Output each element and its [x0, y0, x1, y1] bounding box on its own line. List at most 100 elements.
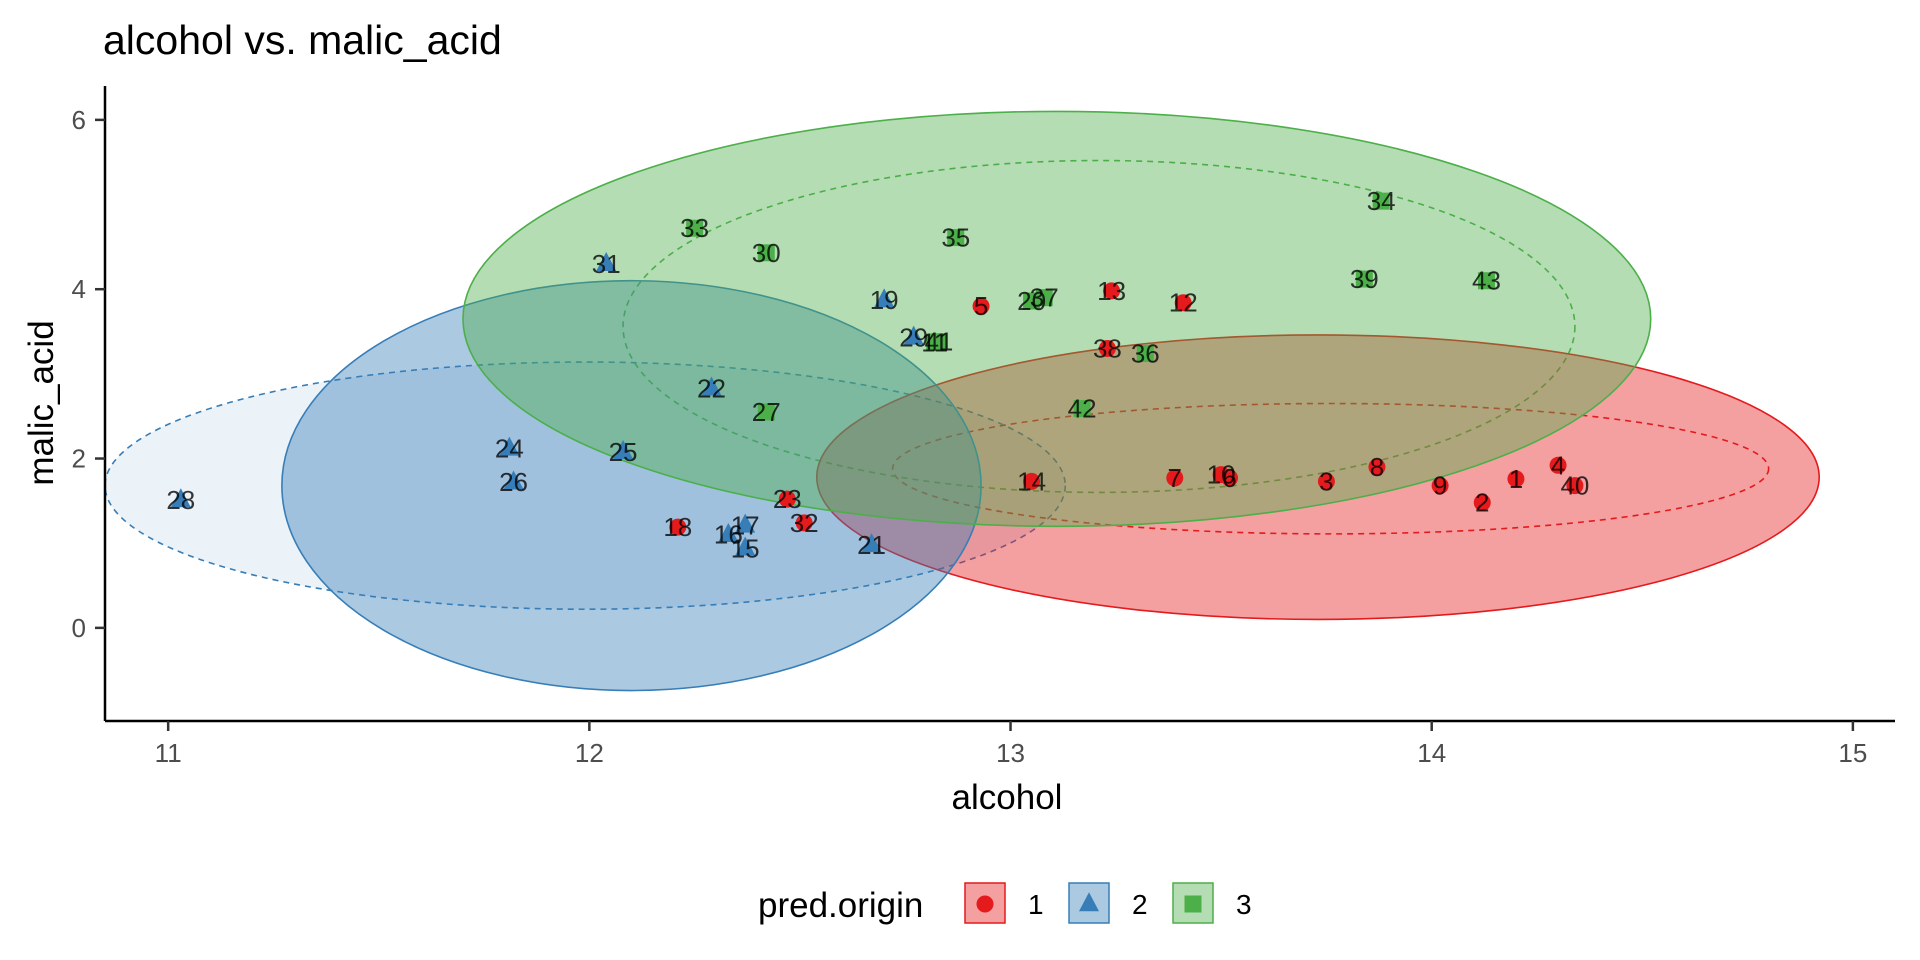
data-point — [903, 325, 924, 345]
data-point — [1473, 494, 1491, 512]
data-point — [861, 533, 882, 553]
data-point — [1372, 192, 1390, 210]
y-axis-title: malic_acid — [22, 320, 61, 485]
legend-marker-2 — [1079, 892, 1099, 912]
point-label: 36 — [1131, 339, 1160, 369]
data-point — [735, 536, 756, 556]
point-label: 38 — [1093, 333, 1122, 363]
point-label: 8 — [1370, 452, 1384, 482]
point-label: 40 — [1560, 471, 1589, 501]
point-label: 10 — [1207, 460, 1236, 490]
data-point — [1073, 400, 1091, 418]
legend-title: pred.origin — [758, 886, 923, 925]
data-point — [499, 436, 520, 456]
point-label: 3 — [1319, 466, 1333, 496]
data-point — [170, 488, 191, 508]
legend-label-3: 3 — [1236, 889, 1252, 920]
point-label: 24 — [495, 433, 524, 463]
point-label: 5 — [974, 291, 988, 321]
point-label: 28 — [166, 485, 195, 515]
point-label: 4 — [1551, 450, 1565, 480]
data-point — [735, 513, 756, 533]
data-point — [1368, 458, 1386, 476]
point-label: 29 — [899, 322, 928, 352]
point-label: 11 — [921, 328, 948, 358]
data-point — [701, 376, 722, 396]
point-label: 33 — [680, 213, 709, 243]
point-label: 32 — [790, 508, 819, 538]
legend-marker-1 — [976, 895, 994, 913]
data-point — [1431, 477, 1449, 495]
legend: pred.origin 1 2 3 — [758, 882, 1252, 925]
point-label: 22 — [697, 373, 726, 403]
data-point — [795, 514, 813, 532]
x-tick-label: 15 — [1838, 738, 1867, 768]
point-label: 35 — [941, 223, 970, 253]
point-label: 25 — [609, 437, 638, 467]
x-tick-label: 14 — [1417, 738, 1446, 768]
data-point — [1212, 466, 1230, 484]
point-label: 41 — [924, 327, 953, 357]
ellipse-group-2-dashed — [104, 361, 1067, 611]
data-point — [778, 490, 796, 508]
data-point — [757, 403, 775, 421]
point-label: 30 — [752, 238, 781, 268]
confidence-ellipses — [104, 110, 1820, 692]
data-point — [1317, 472, 1335, 490]
point-label: 27 — [752, 397, 781, 427]
ellipse-group-3-dashed — [622, 159, 1576, 494]
x-tick-label: 12 — [575, 738, 604, 768]
point-label: 43 — [1472, 266, 1501, 296]
point-label: 18 — [663, 512, 692, 542]
data-point — [1477, 272, 1495, 290]
data-point — [613, 439, 634, 459]
x-axis-ticks: 11 12 13 14 15 — [155, 721, 1867, 768]
point-label: 42 — [1068, 394, 1097, 424]
data-points — [170, 192, 1584, 556]
point-label: 15 — [731, 533, 760, 563]
point-label: 31 — [592, 249, 621, 279]
point-label: 6 — [1222, 463, 1236, 493]
ellipse-group-2 — [281, 279, 982, 692]
point-label: 26 — [499, 467, 528, 497]
point-label: 16 — [714, 520, 743, 550]
data-point — [1098, 339, 1116, 357]
legend-marker-3 — [1184, 895, 1202, 913]
data-point — [1035, 289, 1053, 307]
ellipse-group-3 — [462, 110, 1652, 528]
data-point — [947, 229, 965, 247]
point-label: 17 — [731, 510, 760, 540]
data-point — [1549, 456, 1567, 474]
data-point — [669, 518, 687, 536]
x-axis-title: alcohol — [952, 778, 1063, 817]
x-tick-label: 13 — [996, 738, 1025, 768]
point-label: 13 — [1097, 276, 1126, 306]
chart-title: alcohol vs. malic_acid — [103, 17, 502, 63]
point-label: 23 — [773, 484, 802, 514]
data-point — [930, 333, 948, 351]
data-point — [718, 522, 739, 542]
legend-label-2: 2 — [1132, 889, 1148, 920]
y-tick-label: 4 — [72, 274, 86, 304]
y-axis-ticks: 0 2 4 6 — [72, 105, 105, 643]
point-label: 9 — [1433, 471, 1447, 501]
data-point — [1355, 270, 1373, 288]
y-tick-label: 2 — [72, 444, 86, 474]
data-point — [1103, 282, 1121, 300]
point-label: 20 — [1017, 286, 1046, 316]
point-label: 34 — [1367, 186, 1396, 216]
data-point — [1166, 469, 1184, 487]
data-point — [1136, 345, 1154, 363]
data-point — [686, 219, 704, 237]
data-point — [596, 252, 617, 272]
data-point — [1023, 472, 1041, 490]
point-label: 1 — [1509, 464, 1523, 494]
data-point — [972, 297, 990, 315]
data-point — [757, 244, 775, 262]
point-label: 39 — [1350, 264, 1379, 294]
data-point — [1174, 294, 1192, 312]
point-label: 2 — [1475, 488, 1489, 518]
legend-items: 1 2 3 — [964, 882, 1252, 924]
